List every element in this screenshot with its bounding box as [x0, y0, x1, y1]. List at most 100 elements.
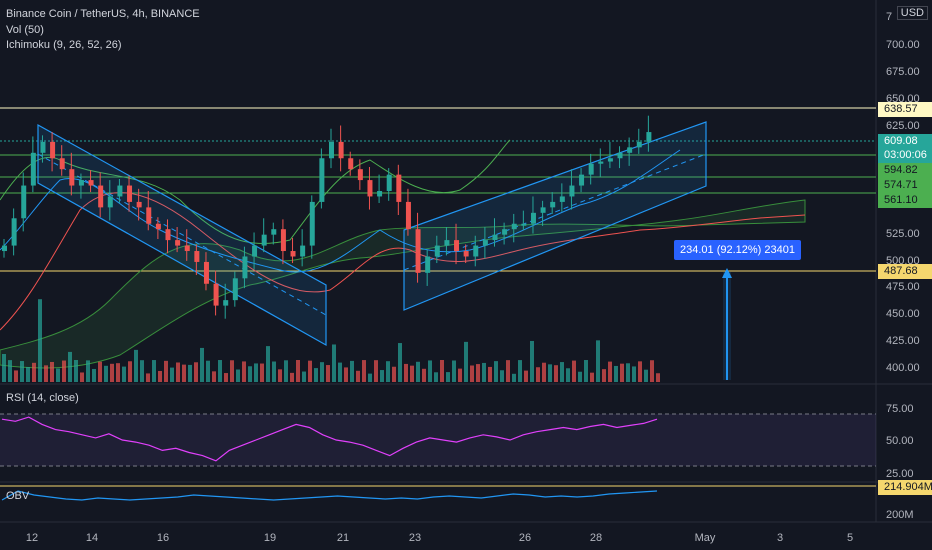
- price-axis-label: 425.00: [886, 335, 920, 347]
- price-axis-label: 450.00: [886, 308, 920, 320]
- candle: [309, 201, 315, 246]
- volume-bar: [290, 372, 294, 382]
- vol-legend[interactable]: Vol (50): [6, 24, 44, 36]
- candle: [415, 229, 421, 273]
- volume-bar: [554, 365, 558, 382]
- candle: [59, 158, 65, 170]
- volume-bar: [308, 360, 312, 382]
- candle: [405, 201, 411, 230]
- candle: [607, 158, 613, 162]
- volume-bar: [266, 346, 270, 382]
- volume-bar: [92, 368, 96, 382]
- resistance-price-tag: 638.57: [878, 102, 932, 117]
- measure-arrowhead: [722, 268, 732, 278]
- candle: [502, 229, 508, 235]
- volume-bar: [530, 340, 534, 382]
- currency-button[interactable]: USD: [896, 6, 928, 20]
- candle: [386, 174, 392, 191]
- candle: [223, 300, 229, 306]
- volume-bar: [320, 362, 324, 382]
- volume-bar: [74, 360, 78, 382]
- volume-bar: [632, 366, 636, 382]
- candle: [300, 245, 306, 257]
- volume-bar: [2, 354, 6, 382]
- time-axis-label: 12: [26, 532, 38, 544]
- volume-bar: [626, 363, 630, 382]
- candle: [319, 158, 325, 202]
- volume-bar: [152, 360, 156, 382]
- candle: [492, 234, 498, 241]
- time-axis-label: 28: [590, 532, 602, 544]
- volume-bar: [602, 369, 606, 382]
- volume-bar: [8, 360, 12, 382]
- volume-bar: [56, 368, 60, 382]
- ichimoku-legend[interactable]: Ichimoku (9, 26, 52, 26): [6, 39, 122, 51]
- volume-bar: [470, 365, 474, 382]
- measure-label: 234.01 (92.12%) 23401: [674, 240, 801, 260]
- candle: [280, 229, 286, 252]
- candle: [511, 223, 517, 230]
- rsi-legend[interactable]: RSI (14, close): [6, 392, 79, 404]
- candle: [377, 191, 383, 197]
- candle: [521, 223, 527, 226]
- volume-bar: [206, 360, 210, 382]
- candle: [579, 174, 585, 186]
- volume-bar: [428, 360, 432, 382]
- support-price-tag: 487.68: [878, 264, 932, 279]
- volume-bar: [128, 361, 132, 382]
- candle: [530, 212, 536, 224]
- volume-bar: [20, 361, 24, 382]
- ichimoku-kijun: [0, 192, 806, 331]
- candle: [348, 158, 354, 170]
- candle: [194, 251, 200, 262]
- volume-bar: [248, 366, 252, 382]
- volume-bar: [344, 367, 348, 382]
- volume-bar: [134, 349, 138, 382]
- candle: [444, 240, 450, 246]
- volume-bar: [536, 367, 540, 382]
- volume-bar: [350, 360, 354, 382]
- candle: [540, 207, 546, 213]
- candle: [482, 240, 488, 246]
- volume-bar: [140, 360, 144, 382]
- volume-bar: [116, 363, 120, 382]
- volume-bar: [68, 351, 72, 382]
- obv-legend[interactable]: OBV: [6, 490, 30, 502]
- level-574-tag: 574.71: [878, 178, 932, 193]
- volume-bar: [62, 360, 66, 382]
- candle: [559, 196, 565, 202]
- volume-bar: [494, 361, 498, 382]
- candle: [338, 141, 344, 159]
- volume-bar: [182, 364, 186, 382]
- volume-bar: [614, 365, 618, 382]
- rsi-axis-label: 25.00: [886, 468, 914, 480]
- rsi-axis-label: 75.00: [886, 403, 914, 415]
- candle: [2, 245, 7, 252]
- candle: [396, 174, 402, 202]
- volume-bar: [638, 361, 642, 382]
- volume-bar: [500, 370, 504, 382]
- volume-bar: [650, 360, 654, 382]
- volume-bar: [452, 360, 456, 382]
- volume-bar: [332, 344, 336, 382]
- candle: [454, 240, 460, 252]
- rsi-line: [1, 416, 658, 462]
- candle: [261, 234, 267, 246]
- volume-bar: [176, 362, 180, 382]
- volume-bar: [146, 373, 150, 382]
- candle: [88, 180, 94, 186]
- volume-bar: [386, 361, 390, 382]
- volume-bar: [476, 364, 480, 382]
- candle: [107, 196, 113, 208]
- candle: [117, 185, 123, 197]
- price-axis-label: 400.00: [886, 362, 920, 374]
- volume-bar: [164, 360, 168, 382]
- symbol-legend[interactable]: Binance Coin / TetherUS, 4h, BINANCE: [6, 8, 200, 20]
- volume-bar: [338, 362, 342, 382]
- volume-bar: [278, 369, 282, 382]
- volume-bar: [548, 364, 552, 382]
- volume-bar: [410, 365, 414, 382]
- volume-bar: [608, 361, 612, 382]
- obv-axis-label: 200M: [886, 509, 914, 521]
